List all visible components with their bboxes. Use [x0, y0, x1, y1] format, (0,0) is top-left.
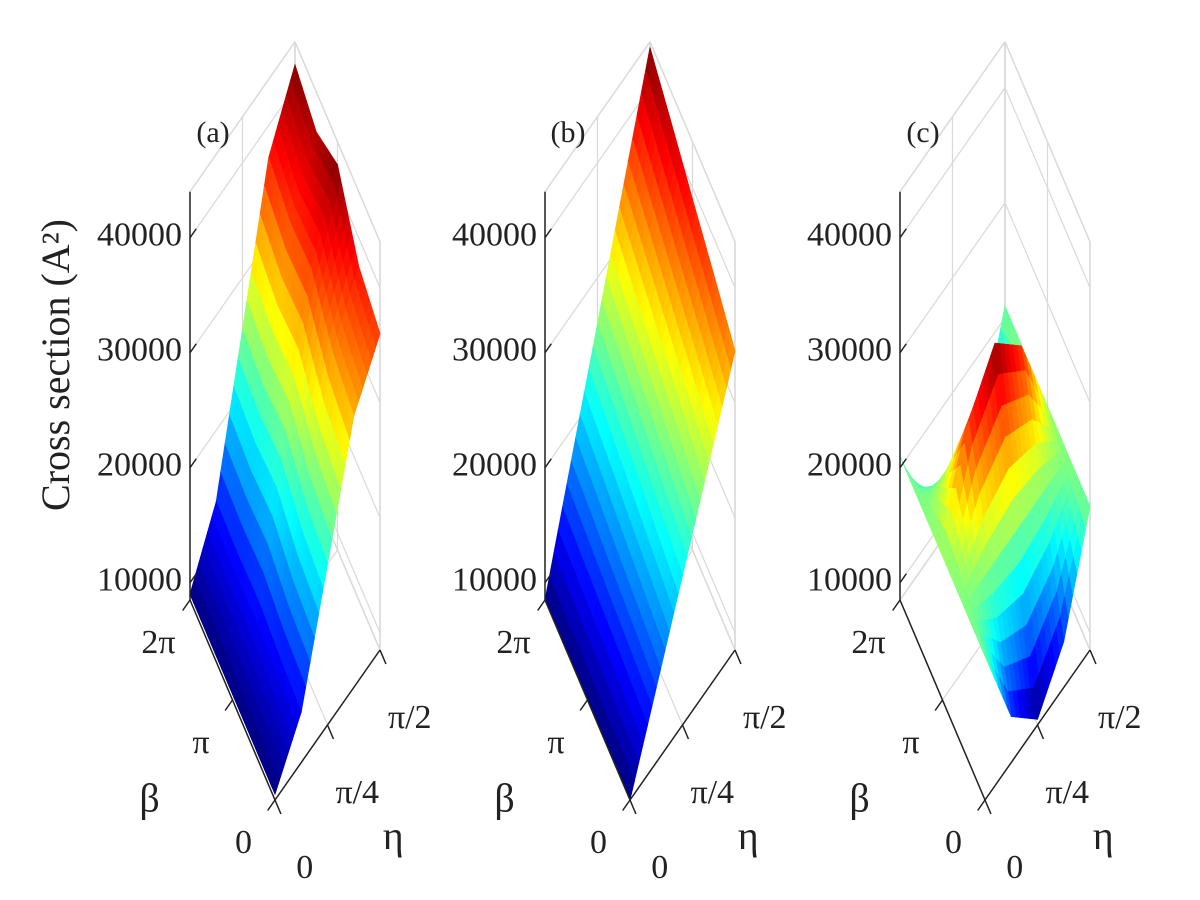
z-tick-label: 30000 — [452, 332, 537, 369]
z-tick-label: 20000 — [807, 447, 892, 484]
x-tick-label: 0 — [235, 824, 252, 861]
y-tick — [984, 799, 992, 815]
y-tick — [326, 724, 335, 740]
y-tick — [629, 799, 637, 815]
x-tick-label: 2π — [496, 624, 530, 661]
x-axis-label: β — [494, 776, 514, 821]
y-tick-label: π/2 — [1098, 699, 1142, 736]
y-axis-label: η — [383, 813, 404, 858]
x-tick — [224, 699, 234, 711]
z-tick — [544, 228, 552, 239]
y-tick-label: π/4 — [1045, 774, 1089, 811]
x-tick — [537, 599, 546, 611]
y-axis-label: η — [738, 813, 759, 858]
y-tick — [734, 649, 742, 665]
x-tick — [977, 799, 986, 811]
x-tick-label: 2π — [851, 624, 885, 661]
z-tick — [189, 573, 197, 584]
panel-label: (b) — [551, 116, 586, 149]
z-tick-label: 10000 — [97, 562, 182, 599]
y-tick-label: π/2 — [743, 699, 787, 736]
y-tick — [1036, 724, 1045, 740]
z-tick — [544, 458, 552, 469]
y-tick-label: π/4 — [690, 774, 734, 811]
z-tick-label: 40000 — [452, 217, 537, 254]
z-tick — [544, 573, 552, 584]
z-tick — [189, 343, 197, 354]
y-tick-label: 0 — [651, 849, 668, 886]
y-tick-label: 0 — [1006, 849, 1023, 886]
x-tick — [182, 599, 191, 611]
x-axis-label: β — [849, 776, 869, 821]
panel-label: (c) — [906, 116, 939, 149]
z-tick-label: 40000 — [807, 217, 892, 254]
y-tick — [274, 799, 282, 815]
x-tick-label: π — [902, 724, 919, 761]
z-tick — [899, 343, 907, 354]
y-tick-label: 0 — [296, 849, 313, 886]
y-tick-label: π/2 — [388, 699, 432, 736]
panel: 10000 20000 30000 40000 0 π 2π 0 π/4 π/2 β η (b) — [452, 41, 787, 886]
y-axis-label: η — [1093, 813, 1114, 858]
x-tick — [934, 699, 944, 711]
y-tick-label: π/4 — [335, 774, 379, 811]
y-tick — [379, 649, 387, 665]
surface-patch — [271, 770, 280, 796]
x-tick — [579, 699, 589, 711]
z-tick-label: 10000 — [452, 562, 537, 599]
z-tick — [189, 228, 197, 239]
x-tick-label: 0 — [945, 824, 962, 861]
x-tick-label: π — [547, 724, 564, 761]
z-tick-label: 40000 — [97, 217, 182, 254]
x-tick — [267, 799, 276, 811]
z-tick-label: 10000 — [807, 562, 892, 599]
z-tick — [899, 458, 907, 469]
y-tick — [1089, 649, 1097, 665]
x-tick-label: 2π — [141, 624, 175, 661]
y-tick — [681, 724, 690, 740]
x-tick-label: π — [192, 724, 209, 761]
z-tick-label: 20000 — [452, 447, 537, 484]
z-axis-label: Cross section (A²) — [33, 219, 78, 511]
x-tick-label: 0 — [590, 824, 607, 861]
z-tick-label: 30000 — [807, 332, 892, 369]
surface-patch — [981, 647, 990, 667]
z-tick-label: 30000 — [97, 332, 182, 369]
z-tick — [899, 228, 907, 239]
x-tick — [892, 599, 901, 611]
z-tick — [544, 343, 552, 354]
z-tick — [899, 573, 907, 584]
x-tick — [622, 799, 631, 811]
panel-label: (a) — [196, 116, 229, 149]
x-axis-label: β — [139, 776, 159, 821]
z-tick-label: 20000 — [97, 447, 182, 484]
z-tick — [189, 458, 197, 469]
panel: 10000 20000 30000 40000 0 π 2π 0 π/4 π/2 β η (a) Cros… — [33, 41, 432, 886]
panel: 10000 20000 30000 40000 0 π 2π 0 π/4 π/2 β η (c) — [807, 41, 1142, 886]
